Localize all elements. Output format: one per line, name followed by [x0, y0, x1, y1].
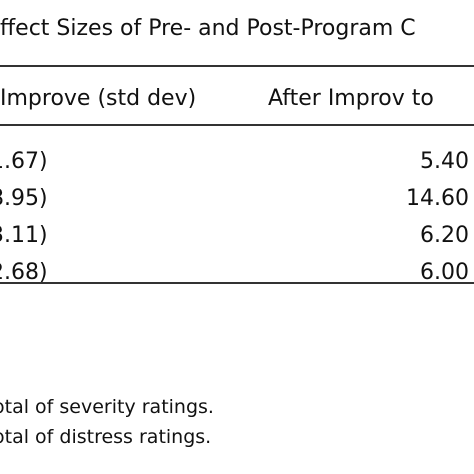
table-caption: ffect Sizes of Pre- and Post-Program C — [0, 16, 416, 41]
table-note: otal of severity ratings. — [0, 396, 214, 418]
column-header-improve-std-dev: Improve (std dev) — [0, 86, 197, 111]
header-rule — [0, 124, 474, 126]
table-cell-std-dev: 3.11) — [0, 223, 48, 248]
table-cell-after-improv: 14.60 — [406, 186, 469, 211]
table-cell-std-dev: 1.67) — [0, 149, 48, 174]
table-cell-std-dev: 2.68) — [0, 260, 48, 285]
table-cell-after-improv: 6.00 — [420, 260, 469, 285]
bottom-rule — [0, 282, 474, 284]
table-cell-std-dev: 8.95) — [0, 186, 48, 211]
column-header-after-improv: After Improv to — [268, 86, 434, 111]
table-cell-after-improv: 5.40 — [420, 149, 469, 174]
top-rule — [0, 65, 474, 67]
table-cell-after-improv: 6.20 — [420, 223, 469, 248]
table-note: otal of distress ratings. — [0, 426, 212, 448]
